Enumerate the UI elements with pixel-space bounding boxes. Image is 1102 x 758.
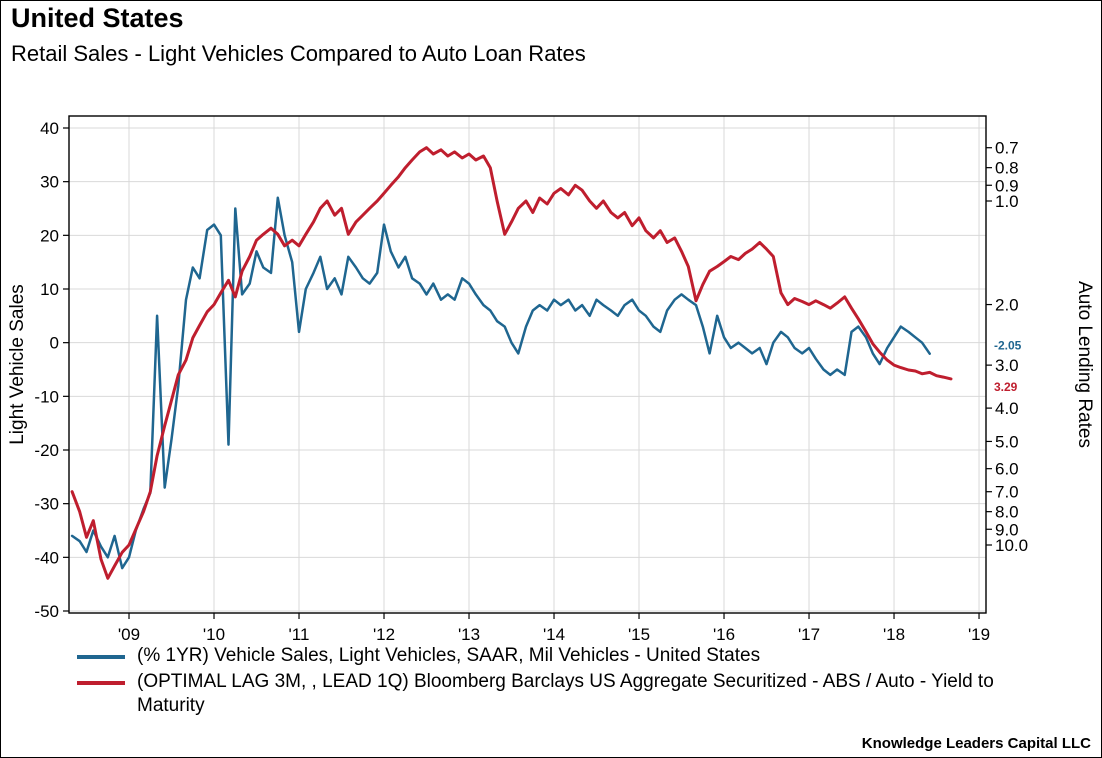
legend-line-swatch-blue <box>77 655 125 659</box>
chart-legend: (% 1YR) Vehicle Sales, Light Vehicles, S… <box>77 644 1037 720</box>
y-right-tick-label: 8.0 <box>995 503 1019 522</box>
plot-frame <box>68 115 987 614</box>
y-left-tick-label: -40 <box>34 548 59 567</box>
y-left-tick-label: 10 <box>40 280 59 299</box>
page-title: United States <box>11 3 184 33</box>
y-right-tick-label: 0.8 <box>995 159 1019 178</box>
y-right-tick-label: 0.7 <box>995 139 1019 158</box>
y-right-axis-title: Auto Lending Rates <box>1074 281 1095 448</box>
y-left-tick-label: -50 <box>34 602 59 621</box>
x-tick-label: '19 <box>968 625 990 644</box>
y-left-tick-label: 20 <box>40 226 59 245</box>
y-right-tick-label: 4.0 <box>995 399 1019 418</box>
x-tick-label: '13 <box>458 625 480 644</box>
x-tick-label: '15 <box>628 625 650 644</box>
y-right-tick-label: 9.0 <box>995 520 1019 539</box>
y-right-tick-label: 7.0 <box>995 483 1019 502</box>
y-right-tick-label: 6.0 <box>995 460 1019 479</box>
y-left-tick-label: 30 <box>40 173 59 192</box>
series-line-auto-loan-rates <box>70 146 953 580</box>
y-left-tick-label: 0 <box>50 334 59 353</box>
x-tick-label: '17 <box>798 625 820 644</box>
legend-item-vehicle-sales: (% 1YR) Vehicle Sales, Light Vehicles, S… <box>77 644 1037 669</box>
x-tick-label: '18 <box>883 625 905 644</box>
y-left-tick-label: -30 <box>34 495 59 514</box>
chart-subtitle: Retail Sales - Light Vehicles Compared t… <box>11 41 586 66</box>
legend-item-auto-loan-rates: (OPTIMAL LAG 3M, , LEAD 1Q) Bloomberg Ba… <box>77 670 1037 719</box>
x-tick-label: '11 <box>289 625 310 644</box>
series-line-vehicle-sales <box>70 196 931 570</box>
y-left-tick-label: -20 <box>34 441 59 460</box>
end-value-label-blue: -2.05 <box>994 339 1022 353</box>
x-tick-label: '12 <box>373 625 395 644</box>
y-left-tick-label: -10 <box>34 387 59 406</box>
y-right-tick-label: 0.9 <box>995 176 1019 195</box>
x-tick-label: '14 <box>543 625 565 644</box>
y-left-axis-title: Light Vehicle Sales <box>7 284 28 445</box>
x-tick-label: '10 <box>203 625 225 644</box>
y-right-tick-label: 10.0 <box>995 536 1028 555</box>
y-right-tick-label: 1.0 <box>995 192 1019 211</box>
source-attribution: Knowledge Leaders Capital LLC <box>861 735 1091 752</box>
y-left-tick-label: 40 <box>40 119 59 138</box>
x-tick-label: '09 <box>118 625 140 644</box>
legend-line-swatch-red <box>77 680 125 685</box>
legend-label-auto-loan-rates: (OPTIMAL LAG 3M, , LEAD 1Q) Bloomberg Ba… <box>137 670 994 717</box>
y-right-tick-label: 5.0 <box>995 432 1019 451</box>
y-right-tick-label: 3.0 <box>995 356 1019 375</box>
legend-label-vehicle-sales: (% 1YR) Vehicle Sales, Light Vehicles, S… <box>137 645 761 666</box>
y-right-tick-label: 2.0 <box>995 296 1019 315</box>
x-tick-label: '16 <box>713 625 735 644</box>
end-value-label-red: 3.29 <box>994 380 1018 394</box>
